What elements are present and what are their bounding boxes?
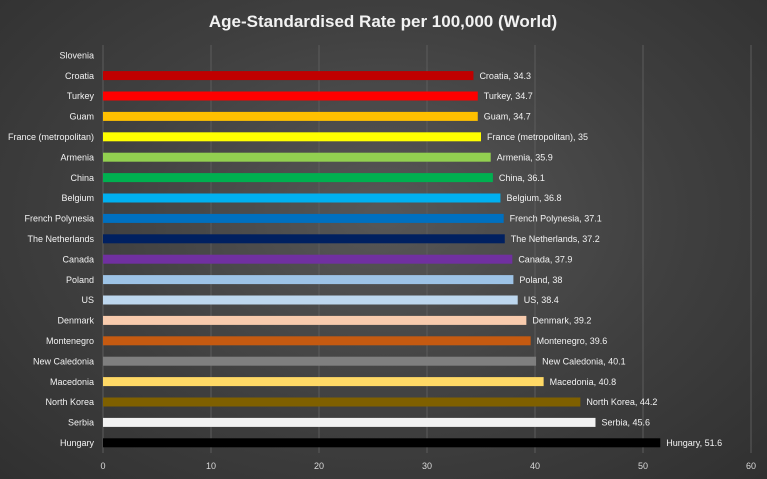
- bar: [103, 91, 478, 101]
- category-label: Croatia: [65, 71, 94, 81]
- category-labels: Slovenia Croatia Turkey Guam France (metropo…: [8, 50, 95, 448]
- data-label: Belgium, 36.8: [506, 193, 561, 203]
- category-label: Slovenia: [59, 50, 94, 60]
- bar: [103, 173, 493, 183]
- bar: [103, 213, 504, 223]
- data-label: Poland, 38: [519, 275, 562, 285]
- data-label: Hungary, 51.6: [666, 438, 722, 448]
- bar: [103, 275, 514, 285]
- x-tick-label: 20: [314, 461, 324, 471]
- gridlines: [102, 45, 752, 453]
- data-label: Turkey, 34.7: [484, 91, 533, 101]
- category-label: French Polynesia: [24, 214, 94, 224]
- bars-group: [103, 71, 661, 448]
- data-label: China, 36.1: [499, 173, 545, 183]
- data-label: Serbia, 45.6: [601, 418, 650, 428]
- category-label: Turkey: [67, 91, 95, 101]
- data-label: Macedonia, 40.8: [550, 377, 617, 387]
- x-tick-label: 60: [746, 461, 756, 471]
- x-tick-label: 0: [100, 461, 105, 471]
- category-label: US: [81, 295, 94, 305]
- bar: [103, 71, 474, 81]
- bar: [103, 254, 513, 264]
- bar: [103, 111, 478, 121]
- bar: [103, 193, 501, 203]
- data-label: Denmark, 39.2: [532, 316, 591, 326]
- x-axis-ticks: 0 10 20 30 40 50 60: [100, 461, 756, 471]
- data-label: Croatia, 34.3: [479, 71, 531, 81]
- category-label: Poland: [66, 275, 94, 285]
- bar: [103, 234, 505, 244]
- bar: [103, 417, 596, 427]
- category-label: Armenia: [60, 152, 94, 162]
- category-label: Serbia: [68, 418, 94, 428]
- x-tick-label: 50: [638, 461, 648, 471]
- x-tick-label: 10: [206, 461, 216, 471]
- category-label: Montenegro: [46, 336, 94, 346]
- bar: [103, 315, 527, 325]
- category-label: Canada: [62, 254, 94, 264]
- x-tick-label: 30: [422, 461, 432, 471]
- category-label: Belgium: [61, 193, 94, 203]
- data-label: Armenia, 35.9: [497, 152, 553, 162]
- data-label: Canada, 37.9: [518, 254, 572, 264]
- category-label: Macedonia: [50, 377, 94, 387]
- data-labels: Croatia, 34.3 Turkey, 34.7 Guam, 34.7 Franc…: [479, 71, 722, 448]
- bar: [103, 397, 581, 407]
- x-tick-label: 40: [530, 461, 540, 471]
- data-label: French Polynesia, 37.1: [510, 214, 602, 224]
- data-label: Montenegro, 39.6: [537, 336, 608, 346]
- bar: [103, 132, 481, 142]
- data-label: Guam, 34.7: [484, 112, 531, 122]
- bar: [103, 356, 537, 366]
- category-label: The Netherlands: [27, 234, 94, 244]
- bar: [103, 295, 518, 305]
- category-label: China: [70, 173, 94, 183]
- bar: [103, 377, 544, 387]
- data-label: France (metropolitan), 35: [487, 132, 588, 142]
- data-label: US, 38.4: [524, 295, 559, 305]
- data-label: The Netherlands, 37.2: [511, 234, 600, 244]
- category-label: France (metropolitan): [8, 132, 94, 142]
- data-label: North Korea, 44.2: [586, 397, 657, 407]
- category-label: Hungary: [60, 438, 95, 448]
- bar: [103, 336, 531, 346]
- bar: [103, 438, 661, 448]
- bar: [103, 152, 491, 162]
- category-label: Guam: [69, 112, 94, 122]
- category-label: New Caledonia: [33, 356, 94, 366]
- data-label: New Caledonia, 40.1: [542, 356, 626, 366]
- category-label: Denmark: [57, 316, 94, 326]
- category-label: North Korea: [45, 397, 94, 407]
- chart-title: Age-Standardised Rate per 100,000 (World…: [209, 12, 557, 31]
